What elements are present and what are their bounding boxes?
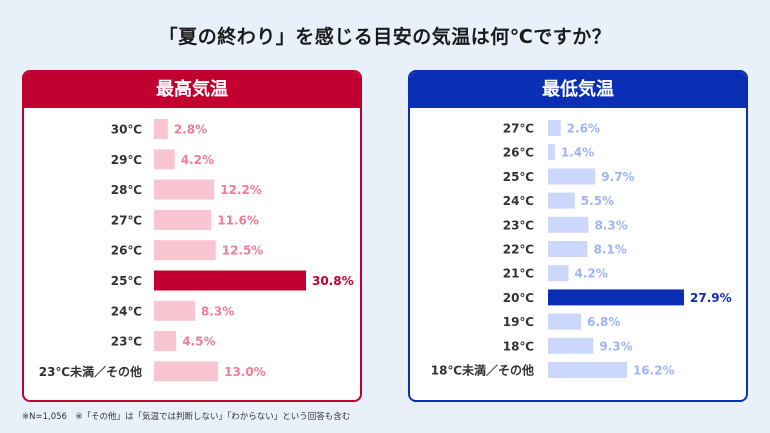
category-label: 26℃ — [503, 146, 534, 160]
value-label: 8.3% — [594, 218, 627, 232]
category-label: 27℃ — [503, 122, 534, 136]
value-label: 9.3% — [599, 339, 632, 353]
category-label: 23℃ — [503, 218, 534, 232]
category-label: 24℃ — [111, 304, 142, 318]
value-label: 9.7% — [601, 170, 634, 184]
category-label: 24℃ — [503, 194, 534, 208]
category-label: 30℃ — [111, 123, 142, 137]
category-label: 19℃ — [503, 315, 534, 329]
category-label: 26℃ — [111, 244, 142, 258]
category-label: 22℃ — [503, 243, 534, 257]
max-temp-header: 最高気温 — [24, 72, 360, 108]
category-label: 23℃未満／その他 — [39, 364, 142, 379]
min-temp-header: 最低気温 — [410, 72, 746, 108]
min-temp-chart: 27℃ 2.6% 26℃ 1.4% 25℃ 9.7% 24℃ 5.5% 23℃ 8.3% 22℃ 8.… — [431, 120, 732, 378]
category-label: 21℃ — [503, 267, 534, 281]
value-label: 1.4% — [561, 146, 594, 160]
category-label: 18℃未満／その他 — [431, 363, 534, 378]
value-label: 4.2% — [574, 267, 607, 281]
bar-highlight — [154, 270, 306, 291]
bar — [154, 331, 177, 352]
bar — [154, 361, 219, 382]
value-label: 12.5% — [222, 244, 264, 258]
category-label: 28℃ — [111, 183, 142, 197]
bar — [154, 240, 216, 261]
category-label: 29℃ — [111, 153, 142, 167]
bar — [548, 265, 569, 282]
bar — [548, 313, 582, 330]
footnote: ※N=1,056 ※「その他」は「気温では判断しない」「わからない」という回答も… — [22, 412, 351, 422]
value-label: 30.8% — [312, 274, 354, 288]
bar — [548, 120, 561, 136]
max-temp-panel: 最高気温 30℃ 2.8% 29℃ 4.2% 28℃ 12.2% 27℃ 11.6% 26℃ 12… — [22, 70, 362, 402]
category-label: 18℃ — [503, 339, 534, 353]
value-label: 11.6% — [217, 213, 259, 227]
bar — [548, 192, 575, 209]
bar — [154, 179, 215, 200]
bar — [154, 209, 212, 230]
category-label: 23℃ — [111, 335, 142, 349]
value-label: 8.1% — [593, 243, 626, 257]
value-label: 6.8% — [587, 315, 620, 329]
value-label: 2.8% — [174, 123, 207, 137]
value-label: 12.2% — [220, 183, 262, 197]
bar — [548, 168, 596, 185]
bar — [548, 362, 627, 378]
min-temp-panel: 最低気温 27℃ 2.6% 26℃ 1.4% 25℃ 9.7% 24℃ 5.5% 23℃ 8.3%… — [408, 70, 748, 402]
value-label: 2.6% — [567, 122, 600, 136]
chart-title: 「夏の終わり」を感じる目安の気温は何℃ですか？ — [158, 26, 612, 48]
category-label: 27℃ — [111, 213, 142, 227]
category-label: 25℃ — [503, 170, 534, 184]
bar — [154, 149, 175, 170]
bar — [548, 241, 588, 257]
bar — [154, 300, 195, 321]
bar — [548, 144, 555, 161]
category-label: 20℃ — [503, 291, 534, 305]
category-label: 25℃ — [111, 274, 142, 288]
value-label: 5.5% — [581, 194, 614, 208]
bar — [154, 119, 168, 139]
max-temp-chart: 30℃ 2.8% 29℃ 4.2% 28℃ 12.2% 27℃ 11.6% 26℃ 12.5% 25… — [39, 119, 354, 382]
value-label: 13.0% — [224, 365, 266, 379]
value-label: 8.3% — [201, 304, 234, 318]
value-label: 16.2% — [633, 364, 675, 378]
value-label: 27.9% — [690, 291, 732, 305]
bar-highlight — [548, 289, 684, 306]
bar — [548, 216, 589, 233]
value-label: 4.2% — [181, 153, 214, 167]
value-label: 4.5% — [182, 335, 215, 349]
bar — [548, 337, 594, 354]
